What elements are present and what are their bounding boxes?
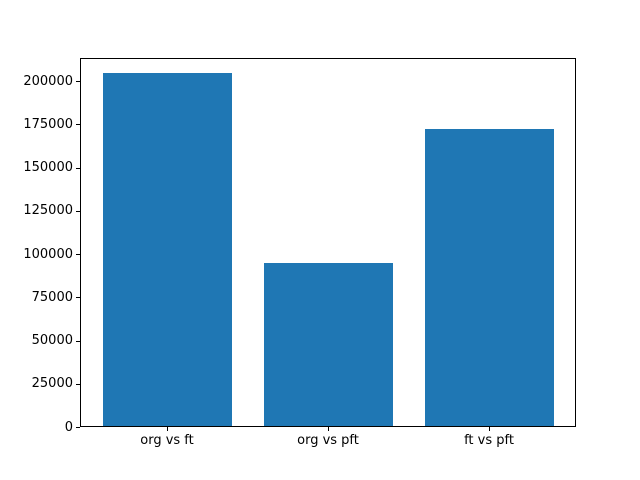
x-tick-mark <box>167 427 168 431</box>
y-tick-label: 0 <box>64 420 73 435</box>
y-tick-label: 50000 <box>31 333 73 348</box>
y-tick-mark <box>76 124 80 125</box>
y-tick-label: 25000 <box>31 376 73 391</box>
y-tick-mark <box>76 384 80 385</box>
x-tick-label: org vs ft <box>140 433 194 448</box>
x-tick-label: ft vs pft <box>464 433 514 448</box>
bars-layer <box>80 58 576 427</box>
y-tick-mark <box>76 168 80 169</box>
y-tick-label: 75000 <box>31 290 73 305</box>
y-tick-label: 100000 <box>23 247 73 262</box>
bar-ft-vs-pft <box>425 129 554 427</box>
y-tick-label: 175000 <box>23 117 73 132</box>
y-tick-mark <box>76 211 80 212</box>
y-tick-mark <box>76 81 80 82</box>
y-tick-mark <box>76 297 80 298</box>
y-tick-mark <box>76 254 80 255</box>
y-tick-label: 200000 <box>23 74 73 89</box>
x-tick-label: org vs pft <box>297 433 359 448</box>
y-tick-label: 150000 <box>23 160 73 175</box>
bar-org-vs-pft <box>264 263 393 427</box>
x-tick-mark <box>489 427 490 431</box>
y-tick-mark <box>76 341 80 342</box>
x-tick-mark <box>328 427 329 431</box>
bar-org-vs-ft <box>103 73 232 427</box>
y-tick-mark <box>76 427 80 428</box>
y-tick-label: 125000 <box>23 203 73 218</box>
